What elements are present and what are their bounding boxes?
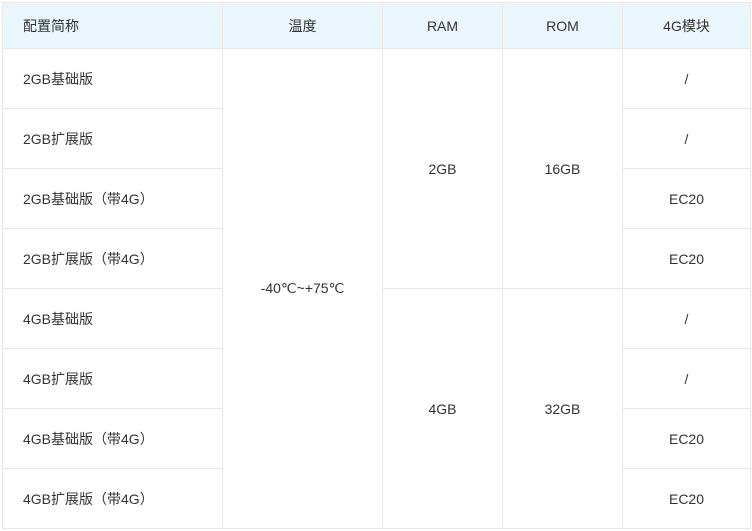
table-header-row: 配置简称 温度 RAM ROM 4G模块 xyxy=(3,3,751,49)
cell-ram: 2GB xyxy=(383,49,503,289)
header-rom: ROM xyxy=(503,3,623,49)
cell-rom: 16GB xyxy=(503,49,623,289)
cell-config: 2GB扩展版（带4G） xyxy=(3,229,223,289)
cell-4g: EC20 xyxy=(623,169,751,229)
cell-config: 2GB基础版（带4G） xyxy=(3,169,223,229)
header-temp: 温度 xyxy=(223,3,383,49)
cell-4g: / xyxy=(623,289,751,349)
cell-rom: 32GB xyxy=(503,289,623,529)
cell-config: 4GB扩展版 xyxy=(3,349,223,409)
cell-config: 4GB基础版 xyxy=(3,289,223,349)
cell-config: 2GB扩展版 xyxy=(3,109,223,169)
cell-config: 4GB基础版（带4G） xyxy=(3,409,223,469)
cell-4g: / xyxy=(623,49,751,109)
cell-4g: / xyxy=(623,349,751,409)
cell-config: 2GB基础版 xyxy=(3,49,223,109)
cell-temperature: -40℃~+75℃ xyxy=(223,49,383,529)
cell-4g: EC20 xyxy=(623,229,751,289)
cell-4g: / xyxy=(623,109,751,169)
table-row: 2GB基础版 -40℃~+75℃ 2GB 16GB / xyxy=(3,49,751,109)
cell-4g: EC20 xyxy=(623,409,751,469)
config-table: 配置简称 温度 RAM ROM 4G模块 2GB基础版 -40℃~+75℃ 2G… xyxy=(2,2,751,529)
header-ram: RAM xyxy=(383,3,503,49)
header-4g: 4G模块 xyxy=(623,3,751,49)
cell-ram: 4GB xyxy=(383,289,503,529)
header-config: 配置简称 xyxy=(3,3,223,49)
cell-4g: EC20 xyxy=(623,469,751,529)
cell-config: 4GB扩展版（带4G） xyxy=(3,469,223,529)
